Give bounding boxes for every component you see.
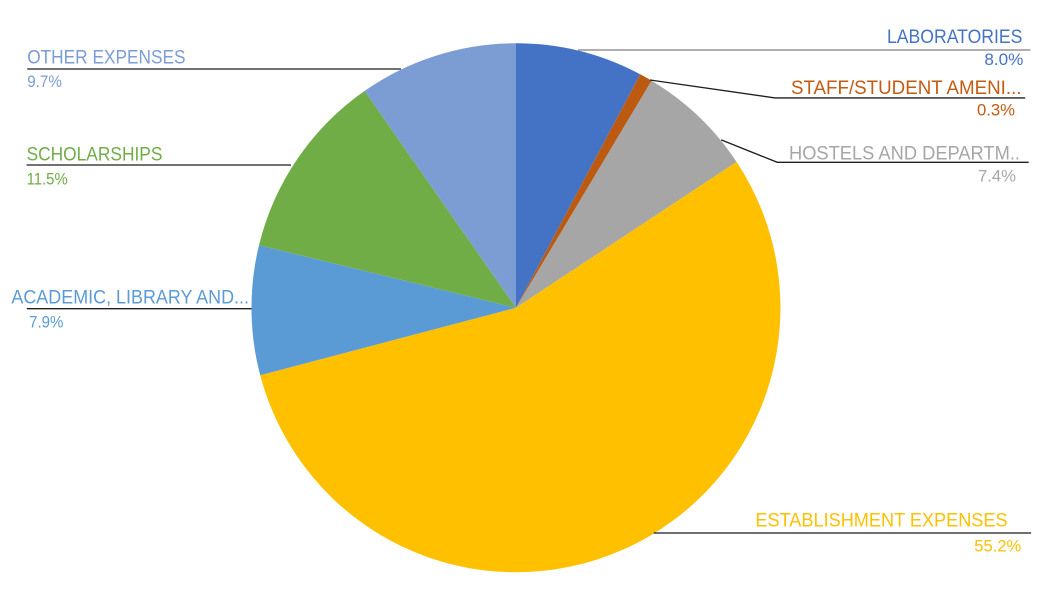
svg-text:55.2%: 55.2% (974, 538, 1021, 556)
svg-text:LABORATORIES: LABORATORIES (887, 27, 1022, 48)
svg-text:0.3%: 0.3% (977, 102, 1015, 120)
svg-text:HOSTELS AND DEPARTM..: HOSTELS AND DEPARTM.. (789, 143, 1020, 164)
svg-text:SCHOLARSHIPS: SCHOLARSHIPS (27, 145, 163, 166)
svg-text:OTHER EXPENSES: OTHER EXPENSES (27, 48, 185, 69)
svg-text:7.9%: 7.9% (29, 313, 64, 331)
svg-text:ESTABLISHMENT EXPENSES: ESTABLISHMENT EXPENSES (755, 510, 1007, 531)
svg-text:ACADEMIC, LIBRARY AND...: ACADEMIC, LIBRARY AND... (11, 288, 249, 309)
svg-text:9.7%: 9.7% (27, 73, 62, 91)
svg-text:STAFF/STUDENT AMENI...: STAFF/STUDENT AMENI... (791, 78, 1022, 99)
svg-text:11.5%: 11.5% (27, 171, 68, 189)
svg-text:7.4%: 7.4% (978, 168, 1016, 186)
svg-text:8.0%: 8.0% (984, 51, 1023, 69)
